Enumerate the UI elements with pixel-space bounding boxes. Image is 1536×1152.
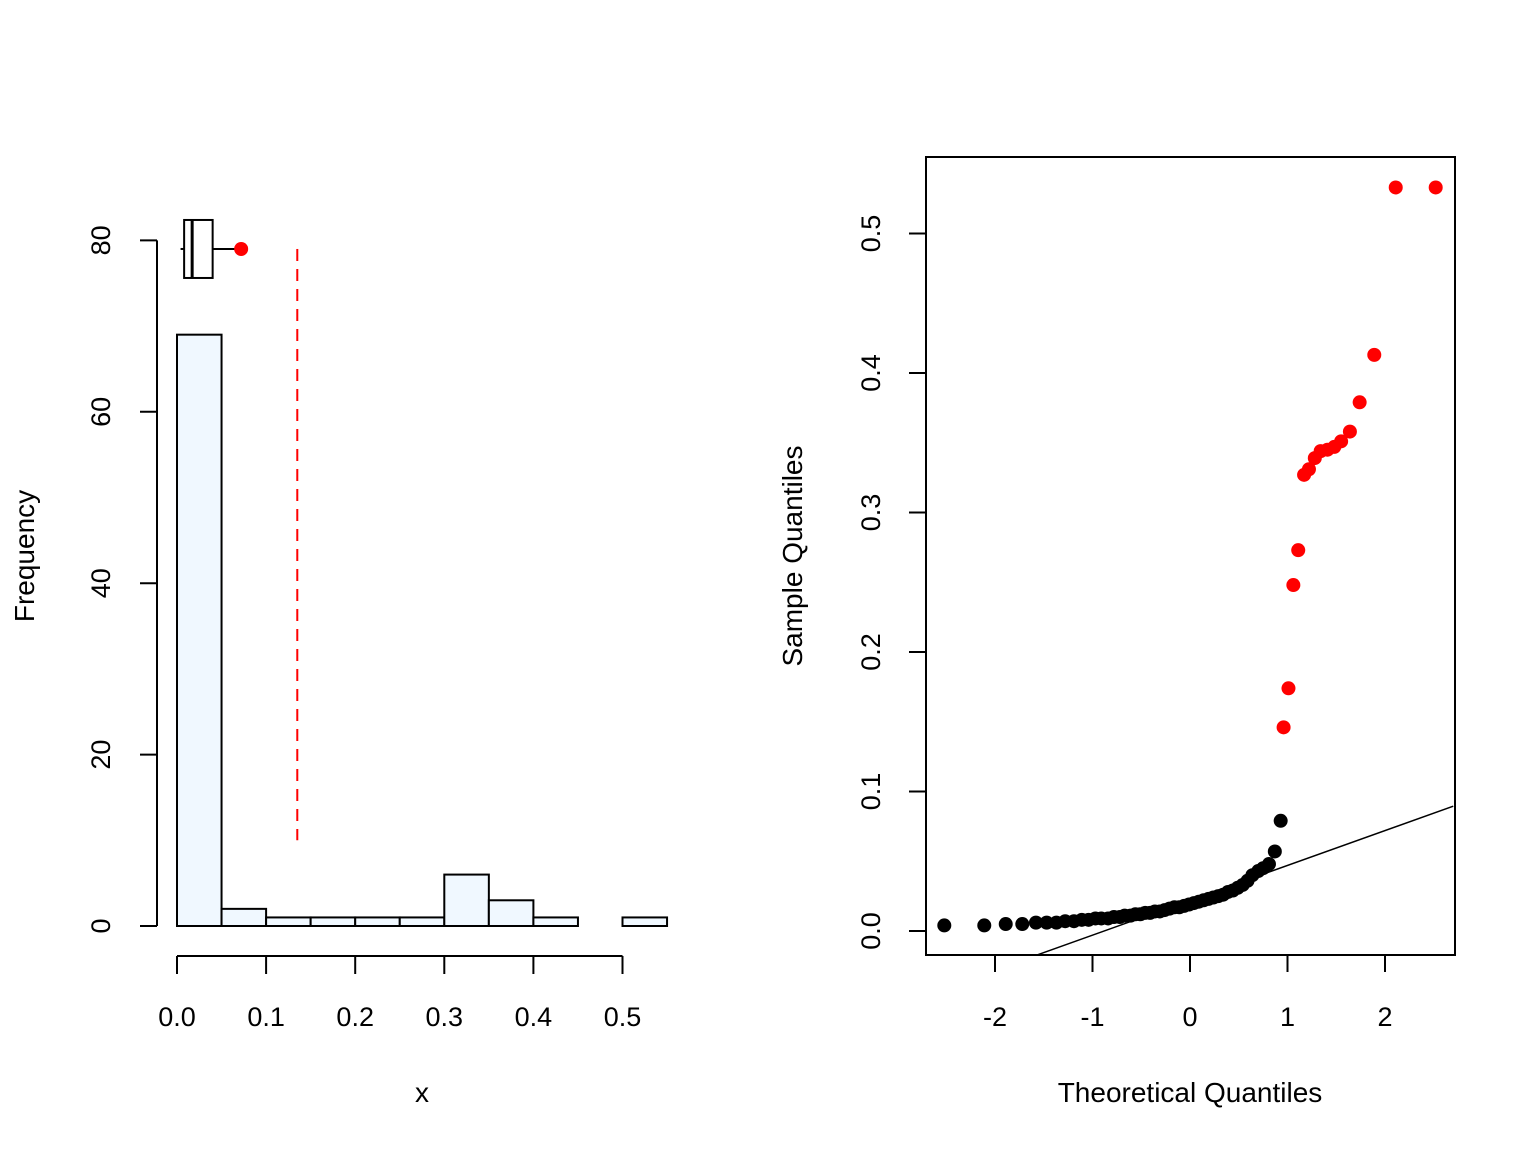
x-tick-label: -2 <box>983 1002 1007 1032</box>
y-tick-label: 0.2 <box>856 633 886 671</box>
qq-point <box>1015 917 1030 932</box>
x-tick-label: 2 <box>1377 1002 1392 1032</box>
histogram-bar <box>220 907 268 927</box>
qq-point-outlier <box>1388 180 1403 195</box>
qq-point <box>1039 915 1054 930</box>
x-tick-label: 0.4 <box>515 1002 553 1032</box>
y-tick-label: 0.3 <box>856 494 886 532</box>
y-tick-label: 0.5 <box>856 215 886 253</box>
y-tick-label: 20 <box>86 740 116 770</box>
histogram-bar <box>398 916 446 927</box>
y-tick-label: 0.4 <box>856 354 886 392</box>
qq-point <box>937 918 952 933</box>
qq-point <box>1273 813 1288 828</box>
x-tick-label: 0.0 <box>158 1002 196 1032</box>
histogram-bar <box>354 916 401 927</box>
x-tick-label: 1 <box>1280 1002 1295 1032</box>
histogram-bar <box>309 916 357 927</box>
histogram-bar <box>176 333 223 928</box>
y-tick-label: 60 <box>86 397 116 427</box>
qq-point <box>1261 857 1276 872</box>
qq-point-outlier <box>1367 347 1382 362</box>
x-axis-title: x <box>415 1077 429 1108</box>
histogram-bar <box>265 916 312 927</box>
qq-points <box>937 180 1443 933</box>
y-tick-label: 0 <box>86 918 116 933</box>
y-tick-label: 0.0 <box>856 912 886 950</box>
x-tick-label: 0.1 <box>247 1002 285 1032</box>
qq-point-outlier <box>1342 424 1357 439</box>
x-tick-label: 0 <box>1182 1002 1197 1032</box>
histogram-panel: 0 20 40 60 80 0.0 0.1 0.2 0.3 0.4 0.5 x Frequency <box>9 218 669 1108</box>
y-tick-label: 80 <box>86 225 116 255</box>
histogram-bar <box>487 899 535 927</box>
x-axis: 0.0 0.1 0.2 0.3 0.4 0.5 <box>158 955 642 1032</box>
histogram-bar <box>443 873 490 928</box>
x-tick-label: 0.5 <box>604 1002 642 1032</box>
x-tick-label: 0.3 <box>426 1002 464 1032</box>
boxplot-box <box>183 218 214 279</box>
histogram-bars <box>176 333 669 928</box>
qq-point-outlier <box>1286 578 1301 593</box>
y-axis-title: Frequency <box>9 490 40 622</box>
y-tick-label: 40 <box>86 568 116 598</box>
y-axis: 0 20 40 60 80 <box>86 225 158 934</box>
qq-point-outlier <box>1281 681 1296 696</box>
boxplot-outlier <box>234 241 249 256</box>
x-tick-label: -1 <box>1080 1002 1104 1032</box>
boxplot <box>180 218 249 279</box>
plot-box <box>925 156 1456 956</box>
y-tick-label: 0.1 <box>856 773 886 811</box>
qq-point-outlier <box>1291 543 1306 558</box>
qq-plot-panel: 0.0 0.1 0.2 0.3 0.4 0.5 -2 -1 0 1 2 Theoretical Q… <box>777 156 1456 1108</box>
qq-point <box>1028 915 1043 930</box>
qq-point <box>1267 844 1282 859</box>
qq-point-outlier <box>1301 462 1316 477</box>
histogram-bar <box>621 916 669 927</box>
qq-point-outlier <box>1276 720 1291 735</box>
qq-point-outlier <box>1428 180 1443 195</box>
y-axis-title: Sample Quantiles <box>777 445 808 666</box>
qq-point <box>977 918 992 933</box>
x-axis-title: Theoretical Quantiles <box>1058 1077 1323 1108</box>
qq-point <box>998 917 1013 932</box>
qq-point-outlier <box>1352 395 1367 410</box>
x-tick-label: 0.2 <box>336 1002 374 1032</box>
y-axis: 0.0 0.1 0.2 0.3 0.4 0.5 <box>856 215 926 950</box>
x-axis: -2 -1 0 1 2 <box>983 955 1393 1032</box>
histogram-bar <box>532 916 579 927</box>
qq-point-outlier <box>1334 434 1349 449</box>
